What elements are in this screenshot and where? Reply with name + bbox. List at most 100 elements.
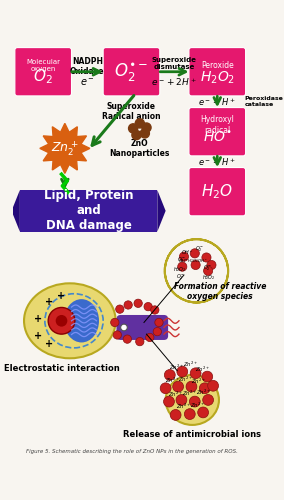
Text: $Zn^{2+}$: $Zn^{2+}$ <box>169 363 184 372</box>
Circle shape <box>170 410 181 420</box>
Ellipse shape <box>24 284 116 358</box>
Text: +: + <box>45 298 53 308</box>
Text: Superoxide
dismutase: Superoxide dismutase <box>152 57 197 70</box>
Circle shape <box>191 260 200 270</box>
Polygon shape <box>157 190 166 232</box>
Circle shape <box>121 324 127 331</box>
Text: $O_2^-$: $O_2^-$ <box>176 272 185 282</box>
Text: Molecular
oxygen: Molecular oxygen <box>26 58 60 71</box>
FancyBboxPatch shape <box>15 48 72 96</box>
Circle shape <box>151 306 159 314</box>
Text: $H_2O$: $H_2O$ <box>201 182 233 201</box>
Wedge shape <box>165 271 228 302</box>
Text: $HO^{\bullet}$: $HO^{\bullet}$ <box>203 130 232 145</box>
Text: $Zn^{2+}$: $Zn^{2+}$ <box>190 400 205 409</box>
Text: NADPH
Oxidase: NADPH Oxidase <box>70 57 105 76</box>
Text: $O_2^-$: $O_2^-$ <box>177 255 186 264</box>
Circle shape <box>142 123 151 132</box>
Circle shape <box>140 129 149 138</box>
Text: $Zn^{2+}$: $Zn^{2+}$ <box>183 360 198 369</box>
Circle shape <box>177 366 188 377</box>
Circle shape <box>202 371 213 382</box>
Circle shape <box>179 252 189 261</box>
Text: $Zn^{2+}$: $Zn^{2+}$ <box>182 388 197 398</box>
Text: $H_2O_2$: $H_2O_2$ <box>202 273 216 282</box>
Text: Hydroxyl
radical: Hydroxyl radical <box>200 116 234 135</box>
Circle shape <box>146 334 154 342</box>
Circle shape <box>198 407 208 418</box>
Circle shape <box>164 370 175 380</box>
Text: Release of antimicrobial ions: Release of antimicrobial ions <box>123 430 261 440</box>
Text: $OH^-H_2O_2OH^\bullet$: $OH^-H_2O_2OH^\bullet$ <box>178 258 207 266</box>
Circle shape <box>199 383 210 394</box>
FancyBboxPatch shape <box>103 48 160 96</box>
Circle shape <box>124 301 132 309</box>
Text: $O_2$: $O_2$ <box>33 68 53 86</box>
Circle shape <box>56 315 67 326</box>
Circle shape <box>160 383 171 394</box>
Text: $Zn^{2+}$: $Zn^{2+}$ <box>197 388 212 397</box>
Circle shape <box>190 368 201 378</box>
FancyBboxPatch shape <box>189 48 246 96</box>
Text: +: + <box>57 291 66 301</box>
Circle shape <box>123 335 131 344</box>
Text: $Zn^{2+}$: $Zn^{2+}$ <box>195 364 210 374</box>
Text: Peroxidase
catalase: Peroxidase catalase <box>245 96 284 107</box>
Circle shape <box>184 408 195 420</box>
Circle shape <box>155 318 163 326</box>
Circle shape <box>134 299 142 308</box>
Text: Formation of reactive
oxygen species: Formation of reactive oxygen species <box>174 282 266 302</box>
Text: $Zn^{2+}$: $Zn^{2+}$ <box>176 402 191 411</box>
Text: Lipid, Protein
and
DNA damage: Lipid, Protein and DNA damage <box>44 190 133 232</box>
Circle shape <box>208 380 218 391</box>
Circle shape <box>113 331 122 339</box>
FancyBboxPatch shape <box>189 168 246 216</box>
Circle shape <box>132 130 141 140</box>
Circle shape <box>178 262 187 271</box>
Text: $O_2^-$: $O_2^-$ <box>195 244 204 254</box>
Text: $e^-$: $e^-$ <box>80 78 95 88</box>
Text: $e^-+H^+$: $e^-+H^+$ <box>198 156 236 168</box>
Circle shape <box>111 318 119 326</box>
Ellipse shape <box>64 299 99 343</box>
Text: $O_2^{\bullet-}$: $O_2^{\bullet-}$ <box>114 60 149 82</box>
Text: $Zn^{2+}$: $Zn^{2+}$ <box>165 376 180 386</box>
Circle shape <box>164 396 174 407</box>
Text: $O_2^-$: $O_2^-$ <box>202 264 212 273</box>
Text: $OH^\bullet$: $OH^\bullet$ <box>181 248 193 256</box>
Text: $Zn_2^+$: $Zn_2^+$ <box>51 139 79 158</box>
Wedge shape <box>165 239 228 271</box>
Polygon shape <box>40 124 90 174</box>
Circle shape <box>173 381 183 392</box>
Circle shape <box>129 124 138 133</box>
Ellipse shape <box>166 375 219 425</box>
Text: $Zn^{2+}$: $Zn^{2+}$ <box>178 374 193 384</box>
Text: +: + <box>34 331 42 341</box>
FancyBboxPatch shape <box>189 108 246 156</box>
Circle shape <box>190 249 199 258</box>
Text: ZnO
Nanoparticles: ZnO Nanoparticles <box>110 138 170 158</box>
Circle shape <box>189 396 200 407</box>
Text: $e^-+2H^+$: $e^-+2H^+$ <box>151 76 197 88</box>
Text: $H_2O_2$: $H_2O_2$ <box>200 70 235 86</box>
Text: Electrostatic interaction: Electrostatic interaction <box>4 364 119 373</box>
Circle shape <box>48 308 75 334</box>
Circle shape <box>202 253 211 262</box>
FancyBboxPatch shape <box>116 315 168 340</box>
Text: +: + <box>45 339 53 349</box>
Text: $H_2O_2$: $H_2O_2$ <box>173 264 187 274</box>
Circle shape <box>116 305 124 314</box>
Text: Peroxide: Peroxide <box>201 60 234 70</box>
Text: Superoxide
Radical anion: Superoxide Radical anion <box>102 102 161 122</box>
Text: $Zn^{2+}$: $Zn^{2+}$ <box>191 377 206 386</box>
Polygon shape <box>12 190 20 232</box>
Circle shape <box>207 260 216 270</box>
Circle shape <box>186 381 197 392</box>
Text: $Zn^{2+}$: $Zn^{2+}$ <box>168 390 183 399</box>
Text: Figure 5. Schematic describing the role of ZnO NPs in the generation of ROS.: Figure 5. Schematic describing the role … <box>26 449 237 454</box>
Text: +: + <box>34 314 42 324</box>
FancyBboxPatch shape <box>20 190 157 232</box>
Circle shape <box>204 266 213 276</box>
Circle shape <box>176 394 187 406</box>
Circle shape <box>203 394 214 406</box>
